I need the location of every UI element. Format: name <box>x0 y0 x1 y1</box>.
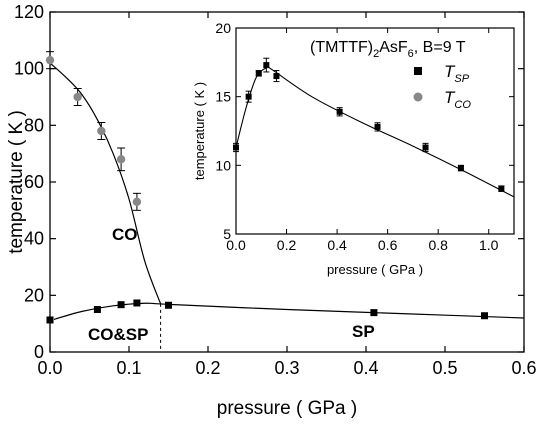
inset-y-tick-label: 5 <box>223 226 231 242</box>
main-point-t-sp <box>133 299 141 307</box>
inset-y-axis: 5 10 15 20 <box>215 20 514 242</box>
main-point-t-sp <box>46 316 54 324</box>
main-x-tick-label: 0.3 <box>274 358 299 378</box>
inset-data-points <box>233 57 505 192</box>
main-point-t-sp <box>117 301 125 309</box>
inset-title-tail: , B=9 T <box>414 39 466 56</box>
main-point-t-co <box>132 197 142 207</box>
main-plot: 0.0 0.1 0.2 0.3 0.4 0.5 0.6 0 20 40 60 80 100 120 pr… <box>6 2 537 419</box>
main-point-t-sp <box>481 312 488 320</box>
main-point-t-sp <box>93 306 101 313</box>
inset-x-axis: 0.0 0.2 0.4 0.6 0.8 1.0 <box>226 28 499 253</box>
inset-point-t-sp <box>422 144 429 151</box>
legend-subscript-sp: SP <box>454 73 469 85</box>
inset-point-t-sp <box>245 93 252 100</box>
main-y-axis: 0 20 40 60 80 100 120 <box>14 2 524 362</box>
main-y-tick-label: 80 <box>24 115 44 135</box>
main-point-t-co <box>116 155 126 164</box>
legend-marker-circle <box>413 92 423 102</box>
inset-point-t-sp <box>233 144 239 151</box>
main-x-tick-label: 0.5 <box>432 358 457 378</box>
main-y-tick-label: 20 <box>24 285 44 305</box>
main-y-tick-label: 120 <box>14 2 44 22</box>
main-x-axis-label: pressure ( GPa ) <box>217 398 357 419</box>
inset-title-sub2: 6 <box>408 48 414 60</box>
main-x-tick-label: 0.0 <box>37 358 62 378</box>
legend-symbol-co: T <box>444 88 456 107</box>
main-point-t-co <box>45 55 55 65</box>
inset-point-t-sp <box>273 73 280 80</box>
inset-x-tick-label: 0.8 <box>428 237 448 253</box>
inset-y-axis-label: temperature ( K ) <box>192 82 207 180</box>
inset-point-t-sp <box>336 108 343 115</box>
main-x-tick-label: 0.1 <box>116 358 141 378</box>
main-x-tick-label: 0.6 <box>511 358 536 378</box>
main-y-tick-label: 40 <box>24 229 44 249</box>
legend-subscript-co: CO <box>454 99 471 111</box>
main-y-tick-label: 60 <box>24 172 44 192</box>
inset-x-tick-label: 1.0 <box>479 237 499 253</box>
main-y-axis-label: temperature ( K ) <box>6 110 27 254</box>
inset-point-t-sp <box>374 123 381 130</box>
inset-point-t-sp <box>263 62 270 69</box>
legend-symbol-sp: T <box>444 62 456 81</box>
main-y-tick-label: 100 <box>14 59 44 79</box>
inset-title-sub: 2 <box>373 48 379 60</box>
main-x-tick-label: 0.2 <box>195 358 220 378</box>
inset-y-tick-label: 20 <box>215 20 231 36</box>
inset-point-t-sp <box>457 165 464 172</box>
region-label-co: CO <box>112 225 138 244</box>
inset-x-tick-label: 0.2 <box>277 237 297 253</box>
main-point-t-co <box>97 126 106 136</box>
legend-marker-square <box>414 67 422 75</box>
main-point-t-sp <box>165 301 172 309</box>
inset-x-axis-label: pressure ( GPa ) <box>327 262 423 277</box>
inset-x-tick-label: 0.4 <box>327 237 347 253</box>
inset-point-t-sp <box>255 70 262 77</box>
legend-entry-t-sp: TSP <box>444 62 470 85</box>
region-label-sp: SP <box>352 322 375 341</box>
inset-title-main: (TMTTF) <box>310 39 373 56</box>
inset-x-tick-label: 0.6 <box>378 237 398 253</box>
main-fit-curve <box>49 62 162 305</box>
inset-point-t-sp <box>498 185 505 192</box>
inset-y-tick-label: 10 <box>215 157 231 173</box>
inset-x-tick-label: 0.0 <box>226 237 246 253</box>
inset-fit-curve <box>235 65 515 198</box>
inset-fit-line <box>235 65 515 198</box>
inset-y-tick-label: 15 <box>215 89 231 105</box>
inset-title: (TMTTF)2AsF6, B=9 T <box>310 39 466 60</box>
region-label-co-sp: CO&SP <box>88 325 148 344</box>
main-data-points <box>45 51 488 324</box>
main-x-tick-label: 0.4 <box>353 358 378 378</box>
inset-plot: 0.0 0.2 0.4 0.6 0.8 1.0 5 10 15 20 pressure ( GP… <box>192 20 515 277</box>
inset-title-rest: AsF <box>379 39 408 56</box>
legend-entry-t-co: TCO <box>444 88 471 111</box>
main-x-axis: 0.0 0.1 0.2 0.3 0.4 0.5 0.6 <box>37 12 537 378</box>
main-y-tick-label: 0 <box>34 342 44 362</box>
main-point-t-sp <box>370 309 378 317</box>
main-point-t-co <box>73 92 82 102</box>
inset-legend: TSP TCO <box>413 62 471 111</box>
